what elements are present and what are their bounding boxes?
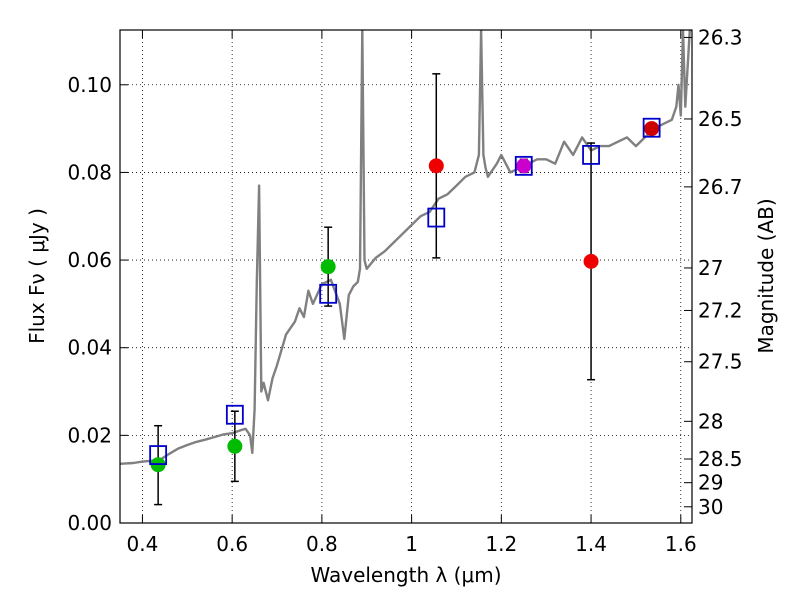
y-tick-label-0: 0.00 [67, 511, 112, 535]
observed-point-4 [516, 158, 532, 174]
y-tick-label-5: 0.10 [67, 73, 112, 97]
y-tick-label-1: 0.02 [67, 423, 112, 447]
model-photometry-point-5 [582, 144, 600, 165]
observed-point-3 [428, 158, 444, 174]
x-tick-label-4: 1.2 [485, 532, 517, 556]
model-photometry-point-0 [149, 445, 168, 465]
plot-frame [119, 29, 693, 524]
right-tick-label-8: 29 [698, 471, 723, 495]
model-photometry-point-4 [514, 155, 533, 176]
observed-point-1 [227, 438, 243, 454]
observed-point-5 [583, 253, 599, 269]
right-tick-label-5: 27.5 [698, 350, 743, 374]
y-tick-label-2: 0.04 [67, 336, 112, 360]
x-tick-label-3: 1 [405, 532, 418, 556]
observed-point-2 [320, 259, 336, 275]
model-photometry-point-6 [642, 117, 661, 138]
right-tick-label-0: 26.3 [698, 25, 743, 49]
right-tick-label-3: 27 [698, 256, 723, 280]
x-tick-label-6: 1.6 [665, 532, 697, 556]
right-tick-label-9: 30 [698, 495, 723, 519]
grid [120, 30, 692, 524]
right-tick-label-2: 26.7 [698, 175, 743, 199]
x-tick-label-2: 0.8 [306, 532, 338, 556]
y-tick-label-3: 0.06 [67, 248, 112, 272]
y-axis-right-title: Magnitude (AB) [754, 198, 778, 353]
model-spectrum-line [120, 30, 692, 465]
x-tick-label-1: 0.6 [216, 532, 248, 556]
right-tick-label-4: 27.2 [698, 298, 743, 322]
points-layer [149, 117, 661, 473]
y-axis-title: Flux Fν ( μJy ) [25, 208, 49, 344]
x-tick-label-0: 0.4 [127, 532, 159, 556]
x-tick-label-5: 1.4 [575, 532, 607, 556]
model-photometry-point-3 [427, 207, 446, 228]
x-axis-title: Wavelength λ (μm) [310, 563, 501, 587]
right-tick-label-7: 28.5 [698, 447, 743, 471]
right-tick-label-6: 28 [698, 409, 723, 433]
y-tick-label-4: 0.08 [67, 160, 112, 184]
x-axis: 0.4 0.6 0.8 1 1.2 1.4 1.6 [127, 30, 697, 556]
model-spectrum-layer [120, 30, 692, 465]
model-photometry-point-2 [319, 283, 338, 304]
observed-point-6 [644, 121, 660, 137]
y-axis-left: 0.00 0.02 0.04 0.06 0.08 0.10 [67, 73, 128, 535]
model-photometry-point-1 [225, 404, 244, 425]
right-tick-label-1: 26.5 [698, 107, 743, 131]
